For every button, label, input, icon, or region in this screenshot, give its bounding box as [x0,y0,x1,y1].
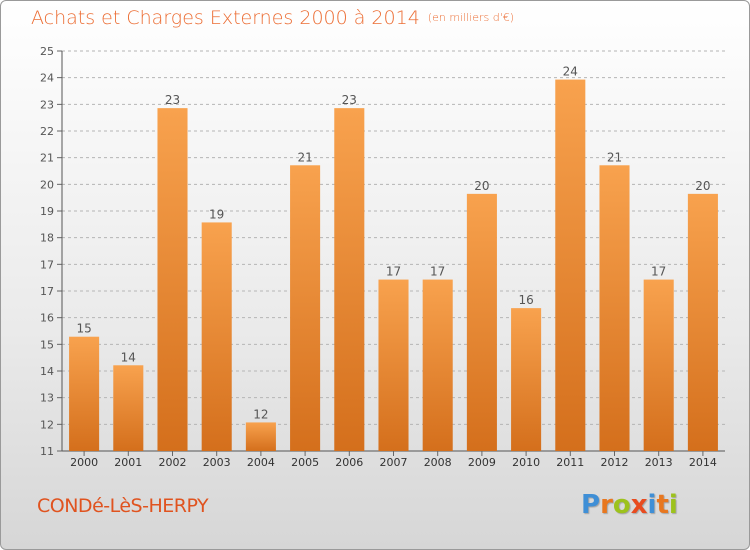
bar [334,108,365,452]
x-tick-label: 2006 [335,456,363,469]
bar [378,279,409,451]
data-label: 21 [297,150,312,164]
bar [599,165,630,452]
x-tick-label: 2007 [380,456,408,469]
labels: 15 2000 14 2001 23 2002 19 2003 12 2004 21 2005 23 20… [70,65,717,469]
x-tick-label: 2008 [424,456,452,469]
bar [157,108,188,452]
chart-title: Achats et Charges Externes 2000 à 2014 (e… [31,7,514,29]
logo-letter: t [656,490,669,520]
logo-letter: r [600,490,613,520]
logo-letter: i [668,490,678,520]
data-label: 17 [430,265,445,279]
y-tick-label: 18 [40,232,54,245]
x-tick-label: 2012 [601,456,629,469]
bar [113,365,144,451]
y-tick-label: 20 [40,178,54,191]
y-tick-label: 24 [40,72,54,85]
y-tick-label: 16 [40,312,54,325]
y-tick-label: 12 [40,418,54,431]
x-tick-label: 2002 [159,456,187,469]
bar [201,222,232,451]
y-tick-label: 25 [40,45,54,58]
y-tick-label: 15 [40,338,54,351]
y-tick-label: 21 [40,152,54,165]
data-label: 14 [121,350,136,364]
x-tick-label: 2010 [512,456,540,469]
data-label: 15 [76,322,91,336]
data-label: 12 [253,407,268,421]
y-tick-label: 17 [40,285,54,298]
x-tick-label: 2003 [203,456,231,469]
bar [69,336,100,451]
y-tick-label: 17 [40,258,54,271]
x-tick-label: 2014 [689,456,717,469]
proxiti-logo: Proxiti [581,490,678,520]
data-label: 24 [563,65,578,79]
logo-letter: P [581,490,601,520]
bar [245,422,276,451]
y-tick-label: 23 [40,98,54,111]
location-name: CONDé-LèS-HERPY [37,495,209,517]
x-tick-label: 2013 [645,456,673,469]
data-label: 19 [209,207,224,221]
chart-title-text: Achats et Charges Externes 2000 à 2014 [31,7,420,29]
bar [466,193,497,451]
x-tick-label: 2001 [114,456,142,469]
data-label: 20 [474,179,489,193]
bar [290,165,321,452]
x-tick-label: 2005 [291,456,319,469]
bar [555,79,586,452]
data-label: 16 [518,293,533,307]
data-label: 23 [165,93,180,107]
bar [511,308,542,451]
y-tick-label: 11 [40,445,54,458]
bar [422,279,453,451]
chart-unit: (en milliers d'€) [427,11,515,24]
bar [687,193,718,451]
data-label: 21 [607,150,622,164]
data-label: 20 [695,179,710,193]
y-tick-label: 19 [40,205,54,218]
x-tick-label: 2004 [247,456,275,469]
logo-letter: o [612,490,631,520]
x-tick-label: 2009 [468,456,496,469]
y-tick-label: 14 [40,365,54,378]
y-tick-label: 22 [40,125,54,138]
logo-letter: i [647,490,657,520]
data-label: 23 [342,93,357,107]
logo-letter: x [630,490,648,520]
y-tick-label: 13 [40,392,54,405]
x-tick-label: 2000 [70,456,98,469]
x-tick-label: 2011 [556,456,584,469]
bar [643,279,674,451]
data-label: 17 [386,265,401,279]
data-label: 17 [651,265,666,279]
bars [69,79,718,452]
